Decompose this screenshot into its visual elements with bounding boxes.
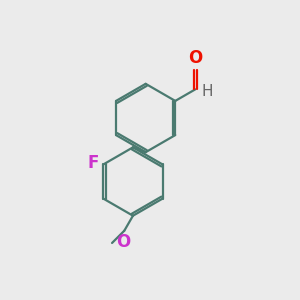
Text: H: H [202,84,213,99]
Text: F: F [88,154,99,172]
Text: O: O [188,49,202,67]
Text: O: O [116,233,130,251]
